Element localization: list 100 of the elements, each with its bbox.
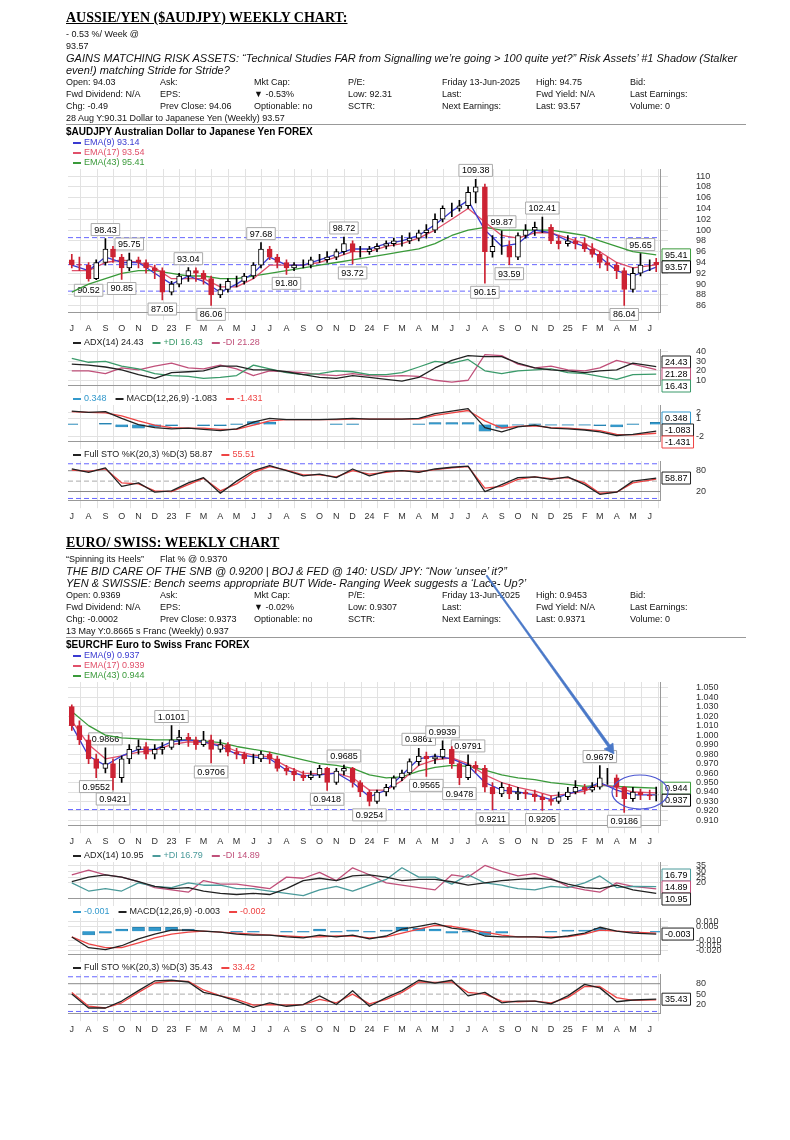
x-tick-label: M: [596, 836, 604, 847]
text: Next Earnings:: [442, 613, 503, 625]
text: Last: 0.9371: [536, 613, 587, 625]
legend-label: EMA(9) 93.14: [84, 137, 140, 148]
text: Volume: 0: [630, 613, 672, 625]
annotation: 0.9685: [330, 750, 358, 761]
y-tick-label: 1.030: [696, 701, 719, 712]
text: 13 May Y:0.8665 s Franc (Weekly) 0.937: [66, 625, 230, 637]
text: SCTR:: [348, 100, 376, 112]
legend-label: -DI 14.89: [222, 850, 260, 861]
annotation: 0.9706: [197, 766, 225, 777]
annotation: 98.72: [332, 222, 356, 233]
x-tick-label: S: [498, 323, 505, 334]
text: Low: 92.31: [348, 88, 394, 100]
x-tick-label: M: [629, 1024, 637, 1035]
x-tick-label: M: [398, 836, 406, 847]
x-tick-label: M: [596, 511, 604, 522]
x-tick-label: A: [613, 323, 620, 334]
y-tick-label: 96: [696, 246, 707, 257]
x-tick-label: 25: [562, 1024, 573, 1035]
y-tick-label: 100: [696, 224, 712, 235]
x-tick-label: S: [498, 1024, 505, 1035]
legend-label: MACD(12,26,9) -0.003: [129, 906, 221, 917]
x-tick-label: J: [251, 323, 256, 334]
x-tick-label: 24: [364, 1024, 375, 1035]
y-tick-label: 108: [696, 181, 712, 192]
chart-title: EURO/ SWISS: WEEKLY CHART: [66, 535, 281, 551]
y-tick-label: 0.990: [696, 739, 719, 750]
text: Bid:: [630, 589, 647, 601]
x-tick-label: A: [283, 836, 290, 847]
data-label: 16.79: [665, 869, 688, 880]
y-tick-label: 1.040: [696, 691, 719, 702]
data-label: -1.431: [665, 436, 691, 447]
y-tick-label: 94: [696, 256, 707, 267]
x-tick-label: A: [217, 323, 224, 334]
x-tick-label: J: [647, 323, 652, 334]
x-tick-label: D: [547, 1024, 555, 1035]
chart-title: AUSSIE/YEN ($AUDJPY) WEEKLY CHART:: [66, 10, 349, 26]
x-tick-label: O: [118, 836, 126, 847]
x-tick-label: A: [85, 836, 92, 847]
x-tick-label: S: [300, 836, 307, 847]
annotation: 0.9186: [610, 816, 638, 827]
y-tick-label: 1.010: [696, 720, 719, 731]
text: Chg: -0.0002: [66, 613, 120, 625]
text: P/E:: [348, 76, 366, 88]
x-tick-label: D: [151, 323, 159, 334]
y-tick-label: 30: [696, 355, 707, 366]
x-tick-label: A: [415, 1024, 422, 1035]
y-tick-label: 10: [696, 374, 707, 385]
x-tick-label: J: [647, 511, 652, 522]
x-tick-label: M: [232, 323, 241, 334]
annotation: 98.43: [94, 224, 117, 235]
legend-label: -0.001: [84, 906, 110, 917]
x-tick-label: M: [398, 511, 406, 522]
x-tick-label: J: [69, 1024, 75, 1035]
y-tick-label: 20: [696, 999, 707, 1010]
x-tick-label: M: [596, 1024, 604, 1035]
text: Fwd Yield: N/A: [536, 88, 597, 100]
y-tick-label: 88: [696, 289, 707, 300]
annotation: 97.68: [249, 228, 273, 239]
x-tick-label: J: [267, 323, 272, 334]
annotation: 0.9791: [454, 740, 482, 751]
x-tick-label: A: [613, 511, 620, 522]
x-tick-label: J: [267, 511, 272, 522]
y-tick-label: 50: [696, 988, 707, 999]
annotation: 91.80: [275, 278, 298, 289]
x-tick-label: A: [481, 511, 488, 522]
x-tick-label: A: [613, 1024, 620, 1035]
annotation: 0.9679: [586, 751, 614, 762]
x-tick-label: A: [415, 323, 422, 334]
annotation: 87.05: [151, 304, 174, 315]
x-tick-label: J: [449, 323, 455, 334]
x-tick-label: J: [465, 323, 471, 334]
text: “Spinning its Heels”: [66, 553, 146, 565]
x-tick-label: F: [383, 836, 390, 847]
x-tick-label: J: [449, 836, 455, 847]
x-tick-label: 23: [166, 1024, 177, 1035]
annotation: 0.9418: [313, 794, 341, 805]
x-tick-label: A: [283, 511, 290, 522]
text: SCTR:: [348, 613, 376, 625]
text: Open: 0.9369: [66, 589, 122, 601]
annotation: 0.9565: [412, 780, 441, 791]
text: Last:: [442, 88, 463, 100]
annotation: 95.65: [629, 239, 652, 250]
y-tick-label: 1.050: [696, 682, 719, 693]
annotation: 90.52: [77, 285, 100, 296]
x-tick-label: J: [449, 1024, 455, 1035]
x-tick-label: M: [398, 1024, 406, 1035]
x-tick-label: A: [283, 1024, 290, 1035]
x-tick-label: D: [151, 836, 159, 847]
text: THE BID CARE OF THE SNB @ 0.9200 | BOJ & FED @ 140: USD/ JPY: “Now ‘unsee’ it?”: [66, 565, 509, 577]
x-tick-label: A: [481, 323, 488, 334]
legend-label: +DI 16.79: [163, 850, 203, 861]
y-tick-label: 0.940: [696, 786, 719, 797]
y-tick-label: 104: [696, 202, 712, 213]
x-tick-label: S: [102, 511, 109, 522]
annotation: 0.9861: [404, 734, 433, 745]
y-tick-label: 0.950: [696, 777, 719, 788]
x-tick-label: M: [431, 323, 439, 334]
x-tick-label: O: [118, 323, 126, 334]
